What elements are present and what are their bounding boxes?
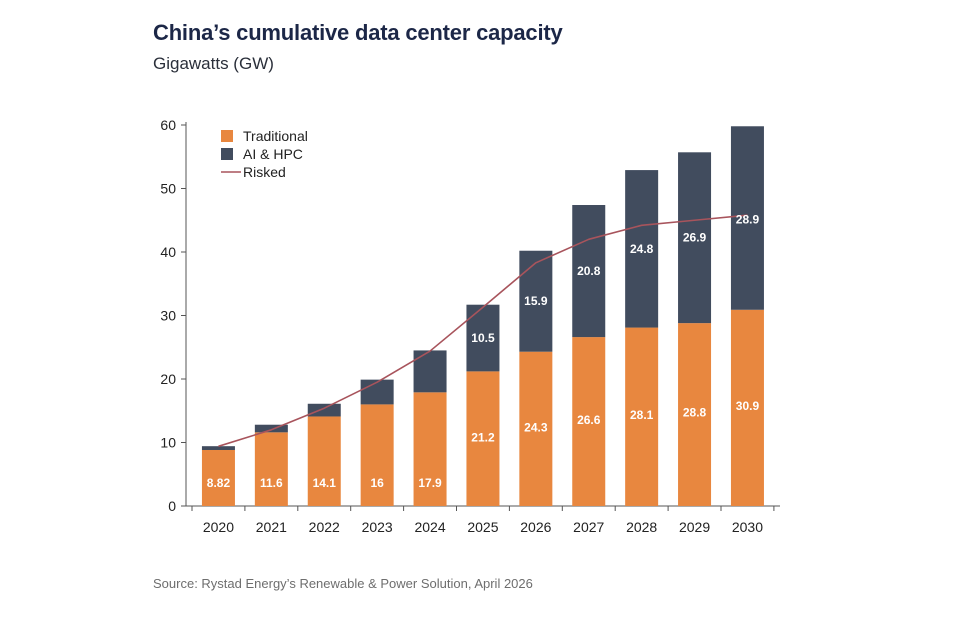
data-label-traditional: 21.2: [471, 430, 495, 444]
bar-ai-hpc: [413, 350, 447, 393]
source-note: Source: Rystad Energy’s Renewable & Powe…: [153, 576, 533, 591]
x-tick-label: 2022: [309, 519, 340, 535]
bar-ai-hpc: [307, 403, 341, 417]
x-tick-label: 2027: [573, 519, 604, 535]
x-tick-label: 2030: [732, 519, 763, 535]
bar-ai-hpc: [572, 205, 606, 338]
chart-subtitle: Gigawatts (GW): [153, 54, 274, 73]
x-tick-label: 2029: [679, 519, 710, 535]
bar-traditional: [201, 449, 235, 506]
legend-label-traditional: Traditional: [243, 128, 308, 144]
bar-traditional: [678, 323, 712, 506]
data-label-traditional: 28.1: [630, 408, 654, 422]
data-label-ai-hpc: 20.8: [577, 264, 601, 278]
data-label-traditional: 24.3: [524, 420, 548, 434]
data-label-ai-hpc: 24.8: [630, 242, 654, 256]
x-tick-label: 2020: [203, 519, 234, 535]
bar-ai-hpc: [678, 152, 712, 324]
y-tick-label: 50: [160, 181, 176, 197]
data-label-traditional: 28.8: [683, 406, 707, 420]
bar-traditional: [625, 327, 659, 506]
bar-ai-hpc: [519, 250, 553, 352]
legend-swatch-ai-hpc: [221, 148, 233, 160]
y-tick-label: 60: [160, 117, 176, 133]
risked-line: [218, 214, 748, 448]
x-tick-label: 2023: [362, 519, 393, 535]
data-label-traditional: 8.82: [207, 476, 231, 490]
data-label-traditional: 30.9: [736, 399, 760, 413]
data-label-ai-hpc: 15.9: [524, 294, 548, 308]
bar-traditional: [519, 351, 553, 506]
x-tick-label: 2026: [520, 519, 551, 535]
bar-traditional: [254, 432, 288, 506]
x-tick-label: 2024: [414, 519, 445, 535]
bar-ai-hpc: [730, 126, 764, 310]
data-label-traditional: 26.6: [577, 413, 601, 427]
data-label-traditional: 11.6: [260, 476, 283, 490]
legend-swatch-traditional: [221, 130, 233, 142]
legend-label-risked: Risked: [243, 164, 286, 180]
x-tick-label: 2025: [467, 519, 498, 535]
data-label-traditional: 17.9: [418, 476, 442, 490]
bar-traditional: [413, 392, 447, 506]
data-label-traditional: 16: [370, 476, 384, 490]
data-label-traditional: 14.1: [313, 476, 337, 490]
bar-traditional: [730, 309, 764, 506]
bar-traditional: [360, 404, 394, 506]
y-tick-label: 10: [160, 435, 176, 451]
data-label-ai-hpc: 28.9: [736, 212, 760, 226]
data-label-ai-hpc: 10.5: [471, 331, 495, 345]
legend-label-ai-hpc: AI & HPC: [243, 146, 303, 162]
bar-ai-hpc: [360, 379, 394, 405]
x-tick-label: 2028: [626, 519, 657, 535]
chart-title: China’s cumulative data center capacity: [153, 20, 563, 45]
y-tick-label: 0: [168, 498, 176, 514]
bar-ai-hpc: [254, 424, 288, 433]
data-label-ai-hpc: 26.9: [683, 231, 707, 245]
bar-traditional: [466, 371, 500, 506]
x-tick-label: 2021: [256, 519, 287, 535]
bar-traditional: [572, 337, 606, 506]
y-tick-label: 30: [160, 308, 176, 324]
y-tick-label: 40: [160, 244, 176, 260]
bar-traditional: [307, 416, 341, 506]
bar-ai-hpc: [625, 170, 659, 328]
y-tick-label: 20: [160, 371, 176, 387]
bar-ai-hpc: [201, 446, 235, 450]
